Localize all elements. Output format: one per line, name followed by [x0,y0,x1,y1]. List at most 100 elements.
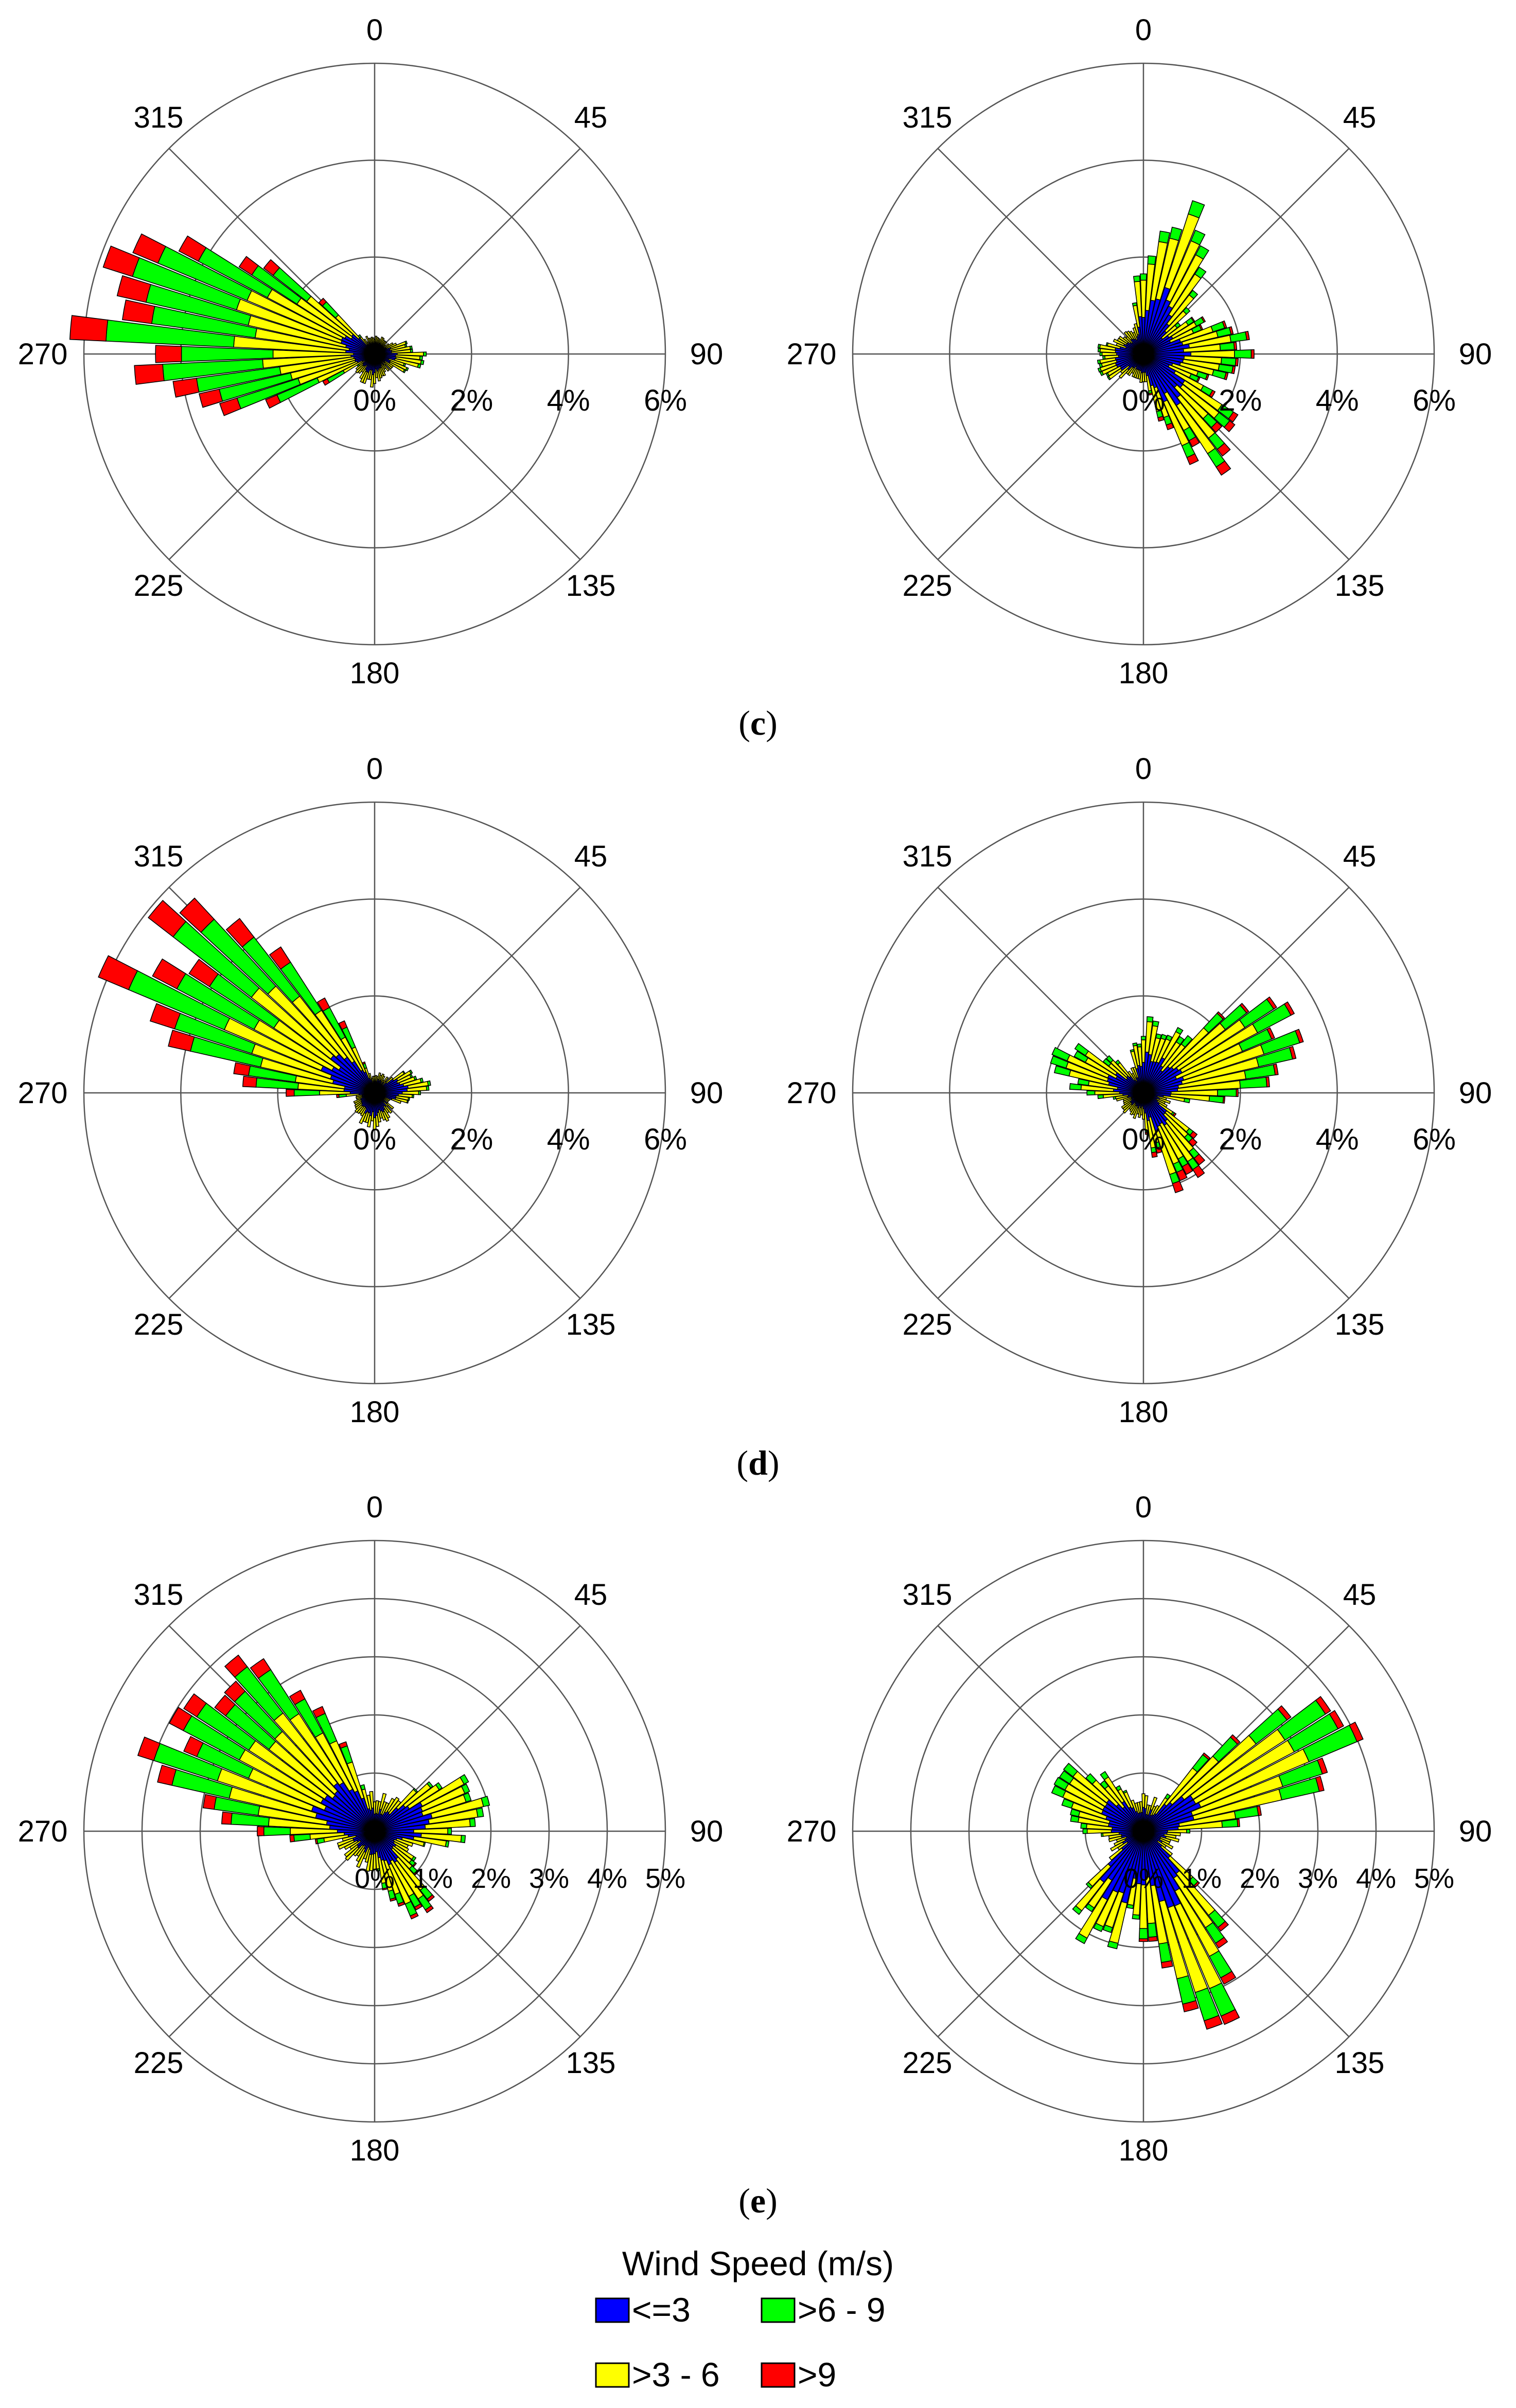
bar->6 - 9 [1183,307,1191,315]
radial-tick-label: 4% [1316,384,1359,417]
bar->9 [1220,2009,1240,2025]
bar->3 - 6 [1137,1107,1142,1118]
radial-tick-label: 4% [1316,1123,1359,1156]
bar->3 - 6 [363,338,369,346]
bar->6 - 9 [1132,1914,1140,1920]
angle-label-225: 225 [903,2046,953,2080]
bar->9 [336,1094,340,1099]
bar->9 [263,259,280,276]
bar->9 [1138,1938,1149,1942]
angle-label-45: 45 [574,101,608,134]
bar->9 [1198,324,1204,330]
bar->6 - 9 [1133,275,1141,282]
bar->6 - 9 [1194,267,1207,279]
bar->9 [414,1903,423,1910]
bar->3 - 6 [355,1102,363,1110]
radial-tick-label: 0% [1122,1123,1165,1156]
bar->6 - 9 [1146,1016,1154,1023]
bar->6 - 9 [1100,1780,1109,1790]
angle-label-135: 135 [1335,569,1385,603]
legend-label-6-9: >6 - 9 [798,2291,886,2329]
angle-label-270: 270 [18,1076,68,1110]
bar->9 [1214,1937,1228,1949]
angle-label-90: 90 [690,1815,724,1848]
bar->6 - 9 [1147,255,1156,265]
angle-label-225: 225 [903,1308,953,1341]
bar->9 [1188,436,1200,448]
bar->6 - 9 [1169,226,1183,241]
radial-tick-label: 4% [547,384,590,417]
bar->9 [134,363,165,385]
bar->6 - 9 [1126,1904,1134,1909]
bar->9 [1217,442,1231,457]
bar->6 - 9 [1075,1933,1088,1944]
bar->6 - 9 [1099,351,1103,357]
bar->9 [242,1075,257,1088]
bar->6 - 9 [1115,1785,1122,1792]
angle-label-180: 180 [350,657,400,690]
angle-label-315: 315 [903,101,953,134]
bar->3 - 6 [378,336,384,344]
bar->9 [214,1694,236,1716]
bar->6 - 9 [1158,231,1171,244]
bar->3 - 6 [1130,1799,1138,1813]
bar->9 [1224,372,1229,380]
bar->9 [152,958,186,989]
radial-tick-label: 0% [1123,1863,1164,1894]
bar->9 [257,1826,265,1836]
bar->3 - 6 [1122,1103,1133,1114]
bar->9 [98,955,138,990]
spoke-line [374,1092,581,1299]
angle-label-180: 180 [1119,2134,1169,2167]
bar->6 - 9 [409,1069,413,1074]
bar->6 - 9 [406,1100,409,1104]
bar->9 [338,1741,348,1749]
bar->6 - 9 [407,1097,411,1101]
legend: Wind Speed (m/s) <=3 >6 - 9 >3 - 6 >9 [595,2244,894,2394]
wind-rose-e-right: 0 45 90 135 180 225 270 315 0% 1% 2% 3% 4% 5% [787,1491,1492,2167]
bar->9 [1245,330,1250,341]
bar->9 [318,297,327,307]
bar->9 [412,1862,417,1868]
spoke-line [374,353,581,560]
bar->3 - 6 [1122,1097,1133,1104]
bars [98,897,431,1130]
legend-label-3-6: >3 - 6 [632,2356,720,2394]
bar->9 [188,959,219,987]
bar->3 - 6 [1133,1107,1139,1119]
bar->6 - 9 [1085,1903,1095,1913]
bar->6 - 9 [293,1834,311,1842]
bar->9 [338,1020,348,1030]
bar->9 [1176,1168,1188,1181]
angle-label-0: 0 [1135,13,1152,47]
bar->9 [1189,1130,1198,1139]
angle-label-45: 45 [574,840,608,873]
bar->9 [1193,1153,1206,1166]
bar->6 - 9 [405,367,409,371]
bar->6 - 9 [1132,302,1138,307]
bar->9 [137,1737,161,1761]
bar->6 - 9 [1073,1050,1089,1063]
spoke-line [937,1092,1144,1299]
bar->3 - 6 [384,1105,393,1114]
bar->6 - 9 [1130,1049,1135,1053]
bar->6 - 9 [1074,1042,1089,1056]
bar->6 - 9 [358,334,362,339]
bar->3 - 6 [1127,1070,1136,1082]
bar->3 - 6 [379,1073,385,1082]
bar->9 [250,1658,272,1679]
bar->3 - 6 [1150,1796,1158,1811]
bar->9 [1192,1164,1205,1178]
radial-tick-label: 5% [1414,1863,1454,1894]
bar->9 [1265,1076,1270,1088]
bar->9 [1228,326,1234,335]
bar->6 - 9 [1140,1036,1147,1040]
bar->3 - 6 [356,1851,366,1868]
bar->9 [1172,1180,1184,1194]
bar->9 [1148,1936,1158,1942]
radial-tick-label: 4% [587,1863,627,1894]
bar->3 - 6 [353,1098,362,1104]
bar->3 - 6 [1126,330,1135,341]
caption-d: (d) [736,1443,779,1482]
bar->9 [1201,316,1206,323]
